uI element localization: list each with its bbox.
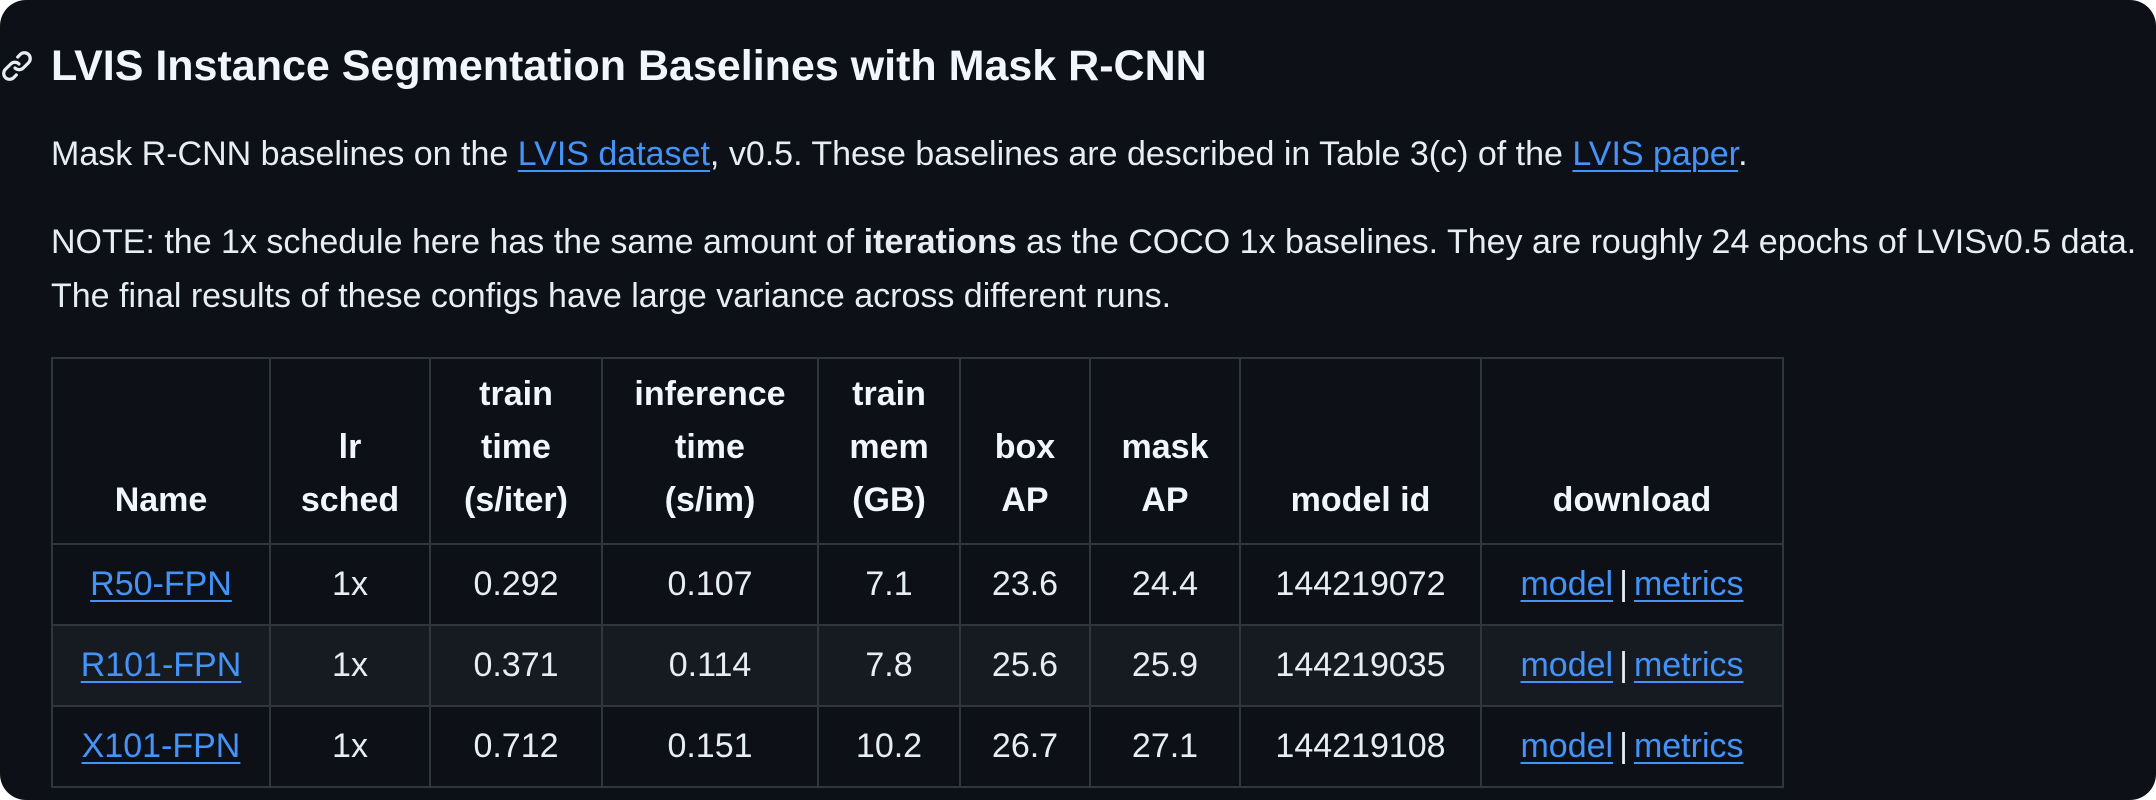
link-separator: |: [1619, 646, 1628, 684]
table-header-row: Name lr sched train time (s/iter) inference…: [51, 357, 1784, 545]
table-row: R50-FPN 1x 0.292 0.107 7.1 23.6 24.4 144…: [51, 543, 1784, 626]
header-inference-time: inference time (s/im): [601, 357, 819, 545]
config-link-r101-fpn[interactable]: R101-FPN: [80, 646, 242, 684]
lvis-dataset-link[interactable]: LVIS dataset: [517, 135, 710, 173]
cell-name: X101-FPN: [51, 705, 271, 788]
intro-paragraph: Mask R-CNN baselines on the LVIS dataset…: [51, 127, 2141, 181]
note-suffix: as the COCO 1x baselines. They are rough…: [51, 223, 2137, 315]
link-separator: |: [1619, 565, 1628, 603]
table-row: R101-FPN 1x 0.371 0.114 7.8 25.6 25.9 14…: [51, 624, 1784, 707]
note-paragraph: NOTE: the 1x schedule here has the same …: [51, 215, 2141, 323]
note-prefix: NOTE: the 1x schedule here has the same …: [51, 223, 864, 261]
cell-train-mem: 7.1: [817, 543, 961, 626]
intro-middle: , v0.5. These baselines are described in…: [709, 135, 1573, 173]
cell-box-ap: 26.7: [959, 705, 1091, 788]
cell-name: R101-FPN: [51, 624, 271, 707]
table-row: X101-FPN 1x 0.712 0.151 10.2 26.7 27.1 1…: [51, 705, 1784, 788]
link-separator: |: [1619, 727, 1628, 765]
cell-name: R50-FPN: [51, 543, 271, 626]
cell-lr-sched: 1x: [269, 624, 431, 707]
cell-lr-sched: 1x: [269, 543, 431, 626]
cell-train-time: 0.712: [429, 705, 603, 788]
cell-box-ap: 25.6: [959, 624, 1091, 707]
header-lr-sched: lr sched: [269, 357, 431, 545]
cell-inference-time: 0.151: [601, 705, 819, 788]
cell-model-id: 144219108: [1239, 705, 1482, 788]
lvis-paper-link[interactable]: LVIS paper: [1572, 135, 1739, 173]
metrics-download-link[interactable]: metrics: [1633, 646, 1744, 684]
note-bold: iterations: [863, 223, 1017, 261]
cell-inference-time: 0.107: [601, 543, 819, 626]
cell-mask-ap: 27.1: [1089, 705, 1241, 788]
results-table: Name lr sched train time (s/iter) inference…: [51, 357, 1784, 788]
metrics-download-link[interactable]: metrics: [1633, 565, 1744, 603]
cell-train-mem: 7.8: [817, 624, 961, 707]
cell-model-id: 144219035: [1239, 624, 1482, 707]
intro-suffix: .: [1738, 135, 1748, 173]
header-model-id: model id: [1239, 357, 1482, 545]
header-train-time: train time (s/iter): [429, 357, 603, 545]
model-download-link[interactable]: model: [1520, 565, 1614, 603]
header-train-mem: train mem (GB): [817, 357, 961, 545]
cell-mask-ap: 24.4: [1089, 543, 1241, 626]
cell-train-time: 0.371: [429, 624, 603, 707]
header-box-ap: box AP: [959, 357, 1091, 545]
cell-model-id: 144219072: [1239, 543, 1482, 626]
cell-download: model | metrics: [1480, 624, 1784, 707]
config-link-x101-fpn[interactable]: X101-FPN: [81, 727, 241, 765]
cell-inference-time: 0.114: [601, 624, 819, 707]
cell-download: model | metrics: [1480, 543, 1784, 626]
cell-train-time: 0.292: [429, 543, 603, 626]
intro-prefix: Mask R-CNN baselines on the: [51, 135, 518, 173]
model-download-link[interactable]: model: [1520, 646, 1614, 684]
header-name: Name: [51, 357, 271, 545]
cell-box-ap: 23.6: [959, 543, 1091, 626]
config-link-r50-fpn[interactable]: R50-FPN: [90, 565, 232, 603]
cell-lr-sched: 1x: [269, 705, 431, 788]
section-heading: LVIS Instance Segmentation Baselines wit…: [51, 42, 1207, 90]
metrics-download-link[interactable]: metrics: [1633, 727, 1744, 765]
model-download-link[interactable]: model: [1520, 727, 1614, 765]
cell-mask-ap: 25.9: [1089, 624, 1241, 707]
header-download: download: [1480, 357, 1784, 545]
link-icon[interactable]: [0, 49, 34, 83]
header-mask-ap: mask AP: [1089, 357, 1241, 545]
cell-train-mem: 10.2: [817, 705, 961, 788]
cell-download: model | metrics: [1480, 705, 1784, 788]
